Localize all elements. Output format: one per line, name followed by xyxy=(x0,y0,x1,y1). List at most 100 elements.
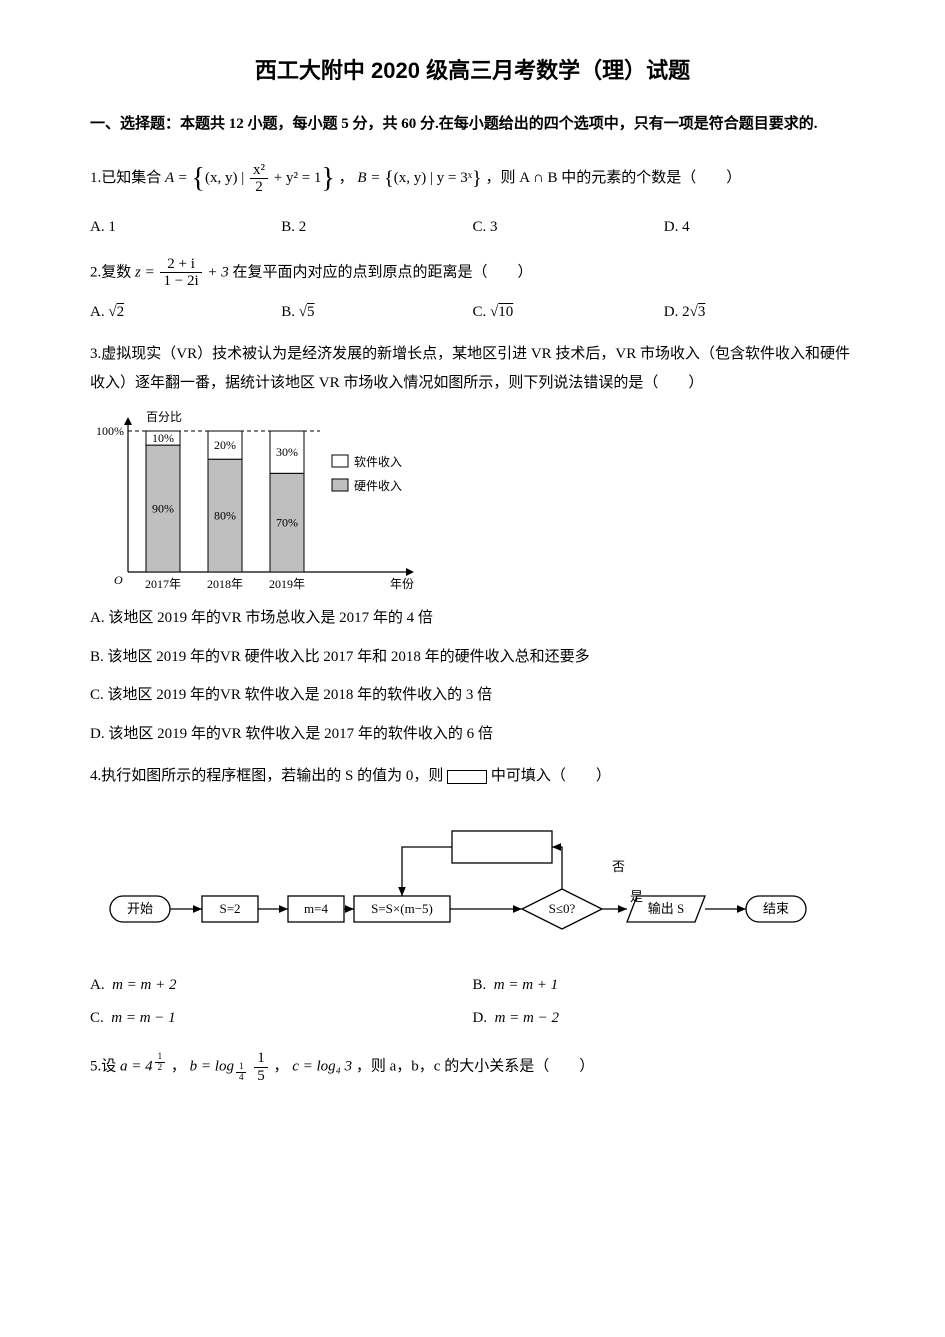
val: 该地区 2019 年的VR 市场总收入是 2017 年的 4 倍 xyxy=(108,610,433,626)
question-2: 2.复数 z = 2 + i1 − 2i + 3 在复平面内对应的点到原点的距离… xyxy=(90,256,855,327)
q2-opt-b: B. √5 xyxy=(281,298,472,327)
label: D. xyxy=(90,726,105,742)
bar-chart-svg: 百分比100%O90%10%2017年80%20%2018年70%30%2019… xyxy=(90,407,450,592)
q4-flowchart: 开始S=2m=4S=S×(m−5)S≤0?输出 S结束是否 xyxy=(90,819,855,960)
q4-opt-b: B. m = m + 1 xyxy=(473,971,856,1000)
label: B. xyxy=(281,304,295,320)
q4-opt-c: C. m = m − 1 xyxy=(90,1004,473,1033)
text: ， xyxy=(339,170,354,186)
q4-options: A. m = m + 2 B. m = m + 1 C. m = m − 1 D… xyxy=(90,971,855,1036)
q1-prefix: 1.已知集合 xyxy=(90,170,165,186)
label: C. xyxy=(473,304,487,320)
svg-text:m=4: m=4 xyxy=(304,901,328,916)
text: + 3 xyxy=(207,264,228,280)
q2-opt-d: D. 2√3 xyxy=(664,298,855,327)
val: m = m − 2 xyxy=(495,1010,559,1026)
text: z = xyxy=(135,264,155,280)
svg-text:2018年: 2018年 xyxy=(207,577,243,591)
label: B. xyxy=(473,977,487,993)
svg-text:80%: 80% xyxy=(214,509,236,523)
text: 4.执行如图所示的程序框图，若输出的 S 的值为 0，则 xyxy=(90,768,447,784)
svg-text:2019年: 2019年 xyxy=(269,577,305,591)
val: 3 xyxy=(698,304,706,320)
section-1-header: 一、选择题：本题共 12 小题，每小题 5 分，共 60 分.在每小题给出的四个… xyxy=(90,110,855,139)
svg-text:70%: 70% xyxy=(276,516,298,530)
q4-opt-d: D. m = m − 2 xyxy=(473,1004,856,1033)
val: 该地区 2019 年的VR 硬件收入比 2017 年和 2018 年的硬件收入总… xyxy=(108,649,590,665)
q2-options: A. √2 B. √5 C. √10 D. 2√3 xyxy=(90,298,855,327)
text: ，则 a，b，c 的大小关系是（ ） xyxy=(356,1059,594,1075)
q1-stem: 1.已知集合 A = {(x, y) | x²2 + y² = 1} ， B =… xyxy=(90,152,855,205)
label: A. xyxy=(90,219,105,235)
label: B. xyxy=(90,649,104,665)
text: 1 − 2i xyxy=(160,273,201,290)
label: A. xyxy=(90,977,105,993)
text: 中可填入（ ） xyxy=(487,768,611,784)
text: A = xyxy=(165,170,188,186)
text: c = log₄ 3 xyxy=(292,1059,352,1075)
text: + y² = 1 xyxy=(270,170,321,186)
val: 10 xyxy=(498,304,513,320)
text: 2.复数 xyxy=(90,264,135,280)
text: 2 + i xyxy=(160,256,201,274)
q3-stem: 3.虚拟现实（VR）技术被认为是经济发展的新增长点，某地区引进 VR 技术后，V… xyxy=(90,340,855,397)
q3-options: A. 该地区 2019 年的VR 市场总收入是 2017 年的 4 倍 B. 该… xyxy=(90,604,855,748)
q1-setA: A = {(x, y) | x²2 + y² = 1} xyxy=(165,170,339,186)
q2-stem: 2.复数 z = 2 + i1 − 2i + 3 在复平面内对应的点到原点的距离… xyxy=(90,256,855,290)
label: B. xyxy=(281,219,295,235)
svg-text:开始: 开始 xyxy=(127,901,153,916)
q4-stem: 4.执行如图所示的程序框图，若输出的 S 的值为 0，则 中可填入（ ） xyxy=(90,762,855,791)
q1-opt-c: C. 3 xyxy=(473,213,664,242)
text: 4 xyxy=(236,1073,247,1083)
text: x² xyxy=(250,162,268,180)
svg-text:软件收入: 软件收入 xyxy=(354,455,402,469)
label: A. xyxy=(90,304,105,320)
q1-options: A. 1 B. 2 C. 3 D. 4 xyxy=(90,213,855,242)
label: D. xyxy=(664,304,679,320)
text: 2 xyxy=(250,179,268,196)
label: D. xyxy=(473,1010,488,1026)
q4-opt-a: A. m = m + 2 xyxy=(90,971,473,1000)
svg-text:30%: 30% xyxy=(276,446,298,460)
q5-stem: 5.设 a = 412 ， b = log14 15 ， c = log₄ 3 … xyxy=(90,1050,855,1084)
text: b = log xyxy=(190,1059,234,1075)
q2-opt-c: C. √10 xyxy=(473,298,664,327)
svg-text:否: 否 xyxy=(612,859,625,874)
svg-text:20%: 20% xyxy=(214,439,236,453)
text: 2 xyxy=(155,1063,166,1073)
question-3: 3.虚拟现实（VR）技术被认为是经济发展的新增长点，某地区引进 VR 技术后，V… xyxy=(90,340,855,748)
text: ，则 A ∩ B 中的元素的个数是（ ） xyxy=(485,170,741,186)
q3-chart: 百分比100%O90%10%2017年80%20%2018年70%30%2019… xyxy=(90,407,855,592)
val: 3 xyxy=(490,219,498,235)
val: m = m + 1 xyxy=(494,977,558,993)
val: 1 xyxy=(108,219,116,235)
q1-opt-d: D. 4 xyxy=(664,213,855,242)
label: A. xyxy=(90,610,105,626)
label: C. xyxy=(90,687,104,703)
svg-text:输出 S: 输出 S xyxy=(648,901,684,916)
text: (x, y) | xyxy=(205,170,248,186)
svg-text:10%: 10% xyxy=(152,432,174,446)
text: a = 4 xyxy=(120,1059,153,1075)
exam-title: 西工大附中 2020 级高三月考数学（理）试题 xyxy=(90,50,855,92)
val: 2 xyxy=(299,219,307,235)
text: 1 xyxy=(254,1050,268,1068)
val: 2 xyxy=(682,304,690,320)
flowchart-svg: 开始S=2m=4S=S×(m−5)S≤0?输出 S结束是否 xyxy=(90,819,855,949)
text: 5.设 xyxy=(90,1059,120,1075)
blank-box-icon xyxy=(447,770,487,784)
svg-text:结束: 结束 xyxy=(763,901,789,916)
svg-text:是: 是 xyxy=(630,889,643,904)
svg-text:90%: 90% xyxy=(152,502,174,516)
text: (x, y) | y = 3ˣ xyxy=(394,170,472,186)
q3-opt-a: A. 该地区 2019 年的VR 市场总收入是 2017 年的 4 倍 xyxy=(90,604,855,633)
val: 2 xyxy=(117,304,125,320)
svg-text:年份: 年份 xyxy=(390,577,414,591)
q3-opt-d: D. 该地区 2019 年的VR 软件收入是 2017 年的软件收入的 6 倍 xyxy=(90,720,855,749)
svg-text:硬件收入: 硬件收入 xyxy=(354,479,402,493)
val: 该地区 2019 年的VR 软件收入是 2017 年的软件收入的 6 倍 xyxy=(108,726,493,742)
svg-text:2017年: 2017年 xyxy=(145,577,181,591)
text: B = xyxy=(357,170,380,186)
question-4: 4.执行如图所示的程序框图，若输出的 S 的值为 0，则 中可填入（ ） 开始S… xyxy=(90,762,855,1036)
label: C. xyxy=(90,1010,104,1026)
